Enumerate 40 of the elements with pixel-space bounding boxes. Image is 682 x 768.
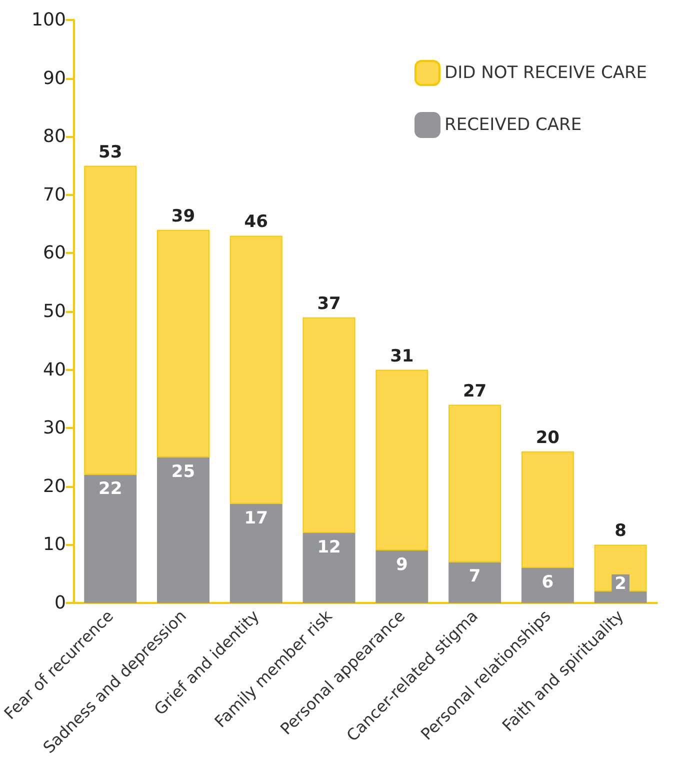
y-tick-label: 80 — [43, 126, 66, 148]
legend-label: RECEIVED CARE — [444, 115, 582, 135]
data-label: 22 — [98, 479, 122, 500]
bar — [448, 404, 502, 562]
y-tick-label: 30 — [43, 418, 66, 439]
bar — [230, 504, 282, 603]
data-label: 37 — [317, 294, 341, 314]
y-tick-label: 100 — [32, 10, 66, 30]
legend-label: DID NOT RECEIVE CARE — [444, 63, 648, 83]
data-label: 2 — [614, 574, 626, 594]
bar — [84, 166, 137, 475]
y-tick-label: 90 — [43, 68, 66, 89]
y-tick-label: 20 — [43, 476, 66, 497]
data-label: 17 — [244, 508, 268, 528]
data-label: 31 — [390, 346, 414, 366]
y-tick-label: 70 — [43, 184, 66, 206]
data-label: 25 — [171, 462, 196, 482]
bar — [157, 230, 210, 458]
data-label: 46 — [244, 212, 268, 232]
bar — [521, 451, 574, 568]
y-tick-label: 10 — [43, 534, 66, 556]
bar — [157, 457, 210, 603]
data-label: 6 — [542, 572, 554, 593]
data-label: 12 — [317, 538, 341, 558]
data-label: 27 — [462, 381, 487, 402]
bar — [376, 550, 428, 603]
data-label: 53 — [98, 142, 122, 162]
y-tick-label: 50 — [43, 301, 66, 322]
bar — [376, 370, 428, 551]
data-label: 20 — [536, 428, 560, 448]
y-tick-label: 0 — [54, 592, 66, 614]
y-tick-label: 60 — [43, 242, 66, 264]
data-label: 9 — [396, 555, 408, 576]
data-label: 8 — [614, 521, 626, 542]
bar — [230, 236, 282, 504]
data-label: 39 — [171, 206, 196, 226]
bar — [84, 474, 137, 603]
y-tick-label: 40 — [43, 359, 66, 380]
data-label: 7 — [468, 566, 481, 587]
bar — [302, 317, 356, 534]
